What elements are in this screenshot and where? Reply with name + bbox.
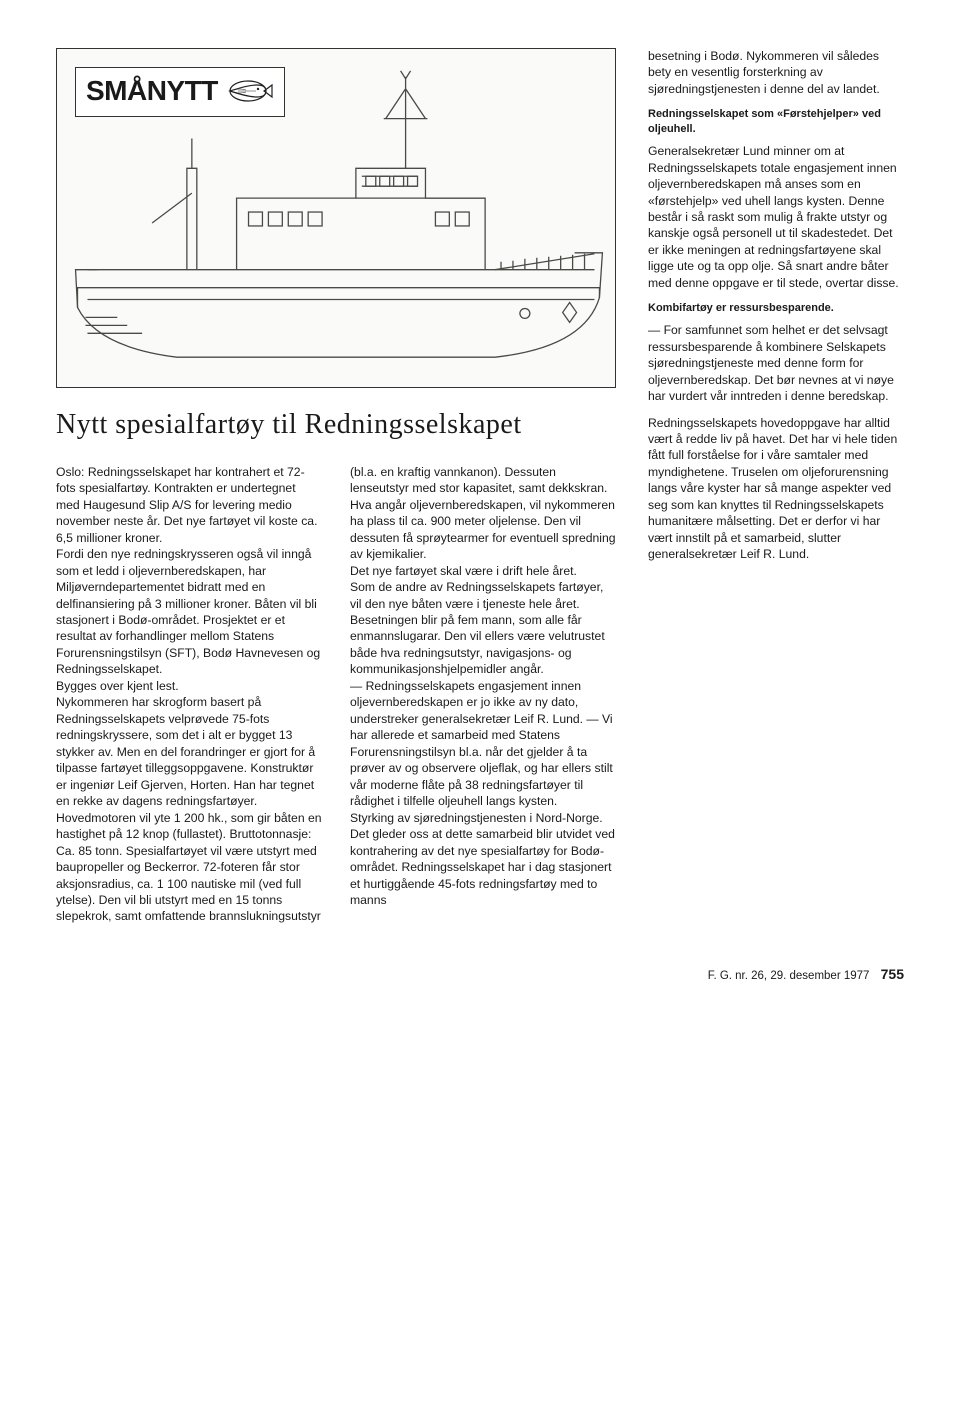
paragraph-kombifartoy-2: Redningsselskapets hovedoppgave har allt… xyxy=(648,415,904,563)
right-intro-paragraph: besetning i Bodø. Nykommeren vil således… xyxy=(648,48,904,97)
paragraph-forstehjelper: Generalsekretær Lund minner om at Rednin… xyxy=(648,143,904,291)
subhead-bygges: Bygges over kjent lest. xyxy=(56,678,322,694)
subhead-kombifartoy: Kombifartøy er ressursbesparende. xyxy=(648,301,904,316)
paragraph-kombifartoy-1: — For samfunnet som helhet er det selvsa… xyxy=(648,322,904,404)
page-footer: F. G. nr. 26, 29. desember 1977 755 xyxy=(56,965,904,985)
figure-column: SMÅNYTT xyxy=(56,48,616,925)
subhead-forstehjelper: Redningsselskapet som «Førstehjelper» ve… xyxy=(648,107,904,137)
page-number: 755 xyxy=(881,966,904,982)
subhead-styrking: Styrking av sjøredningstjenesten i Nord-… xyxy=(350,810,616,826)
ship-drawing xyxy=(57,49,615,387)
subhead-drift: Det nye fartøyet skal være i drift hele … xyxy=(350,563,616,579)
footer-citation: F. G. nr. 26, 29. desember 1977 xyxy=(708,970,870,982)
paragraph-bygges-3: Hva angår oljevernberedskapen, vil nykom… xyxy=(350,497,616,563)
article-title: Nytt spesialfartøy til Redningsselskapet xyxy=(56,406,616,444)
ship-figure: SMÅNYTT xyxy=(56,48,616,388)
right-column: besetning i Bodø. Nykommeren vil således… xyxy=(648,48,904,925)
paragraph-bygges-1: Nykommeren har skrogform basert på Redni… xyxy=(56,694,322,809)
paragraph-styrking-1: Det gleder oss at dette samarbeid blir u… xyxy=(350,826,616,908)
top-section: SMÅNYTT xyxy=(56,48,904,925)
lead-paragraph-2: Fordi den nye redningskrysseren også vil… xyxy=(56,546,322,678)
paragraph-drift-1: Som de andre av Redningsselskapets fartø… xyxy=(350,579,616,678)
lead-columns: Oslo: Redningsselskapet har kontrahert e… xyxy=(56,464,616,925)
paragraph-drift-2: — Redningsselskapets engasjement innen o… xyxy=(350,678,616,810)
lead-paragraph-1: Oslo: Redningsselskapet har kontrahert e… xyxy=(56,464,322,546)
